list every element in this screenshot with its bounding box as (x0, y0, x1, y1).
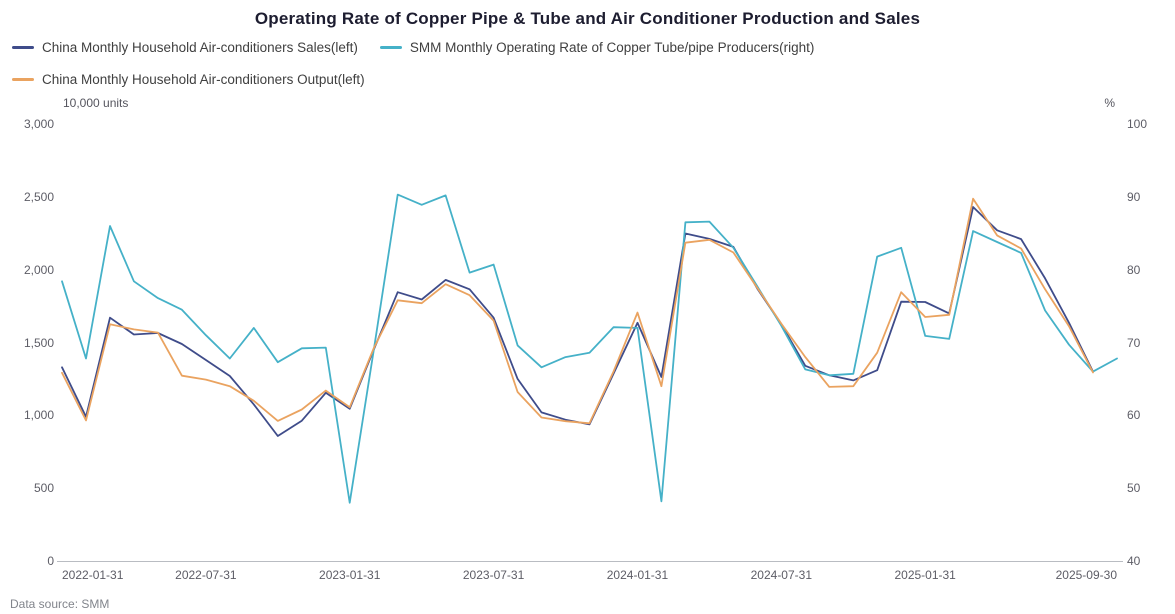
left-axis-tick: 1,000 (23, 408, 54, 423)
left-axis-tick: 0 (47, 554, 54, 568)
x-axis-line (57, 561, 1123, 562)
right-axis-tick: 60 (1127, 408, 1141, 423)
x-axis-tick: 2024-01-31 (606, 568, 669, 582)
legend-row-1: China Monthly Household Air-conditioners… (12, 40, 826, 55)
legend-item-0[interactable]: China Monthly Household Air-conditioners… (12, 40, 358, 55)
x-axis-tick: 2025-09-30 (1055, 568, 1117, 582)
right-axis-tick: 90 (1127, 189, 1141, 204)
series-line-2 (61, 197, 1094, 425)
x-axis-tick: 2022-01-31 (62, 568, 124, 582)
left-axis-tick: 1,500 (23, 335, 54, 350)
left-axis-tick: 500 (33, 481, 54, 496)
legend-row-2: China Monthly Household Air-conditioners… (12, 72, 377, 87)
legend-label: China Monthly Household Air-conditioners… (42, 40, 358, 55)
chart-title: Operating Rate of Copper Pipe & Tube and… (254, 9, 921, 28)
legend-line-swatch (12, 46, 34, 49)
right-axis-tick: 70 (1127, 335, 1141, 350)
left-axis-tick: 2,500 (23, 189, 54, 204)
legend-label: China Monthly Household Air-conditioners… (42, 72, 365, 87)
x-axis-tick: 2023-01-31 (319, 568, 381, 582)
legend-item-1[interactable]: SMM Monthly Operating Rate of Copper Tub… (379, 40, 815, 55)
legend-line-swatch (12, 78, 34, 81)
series-line-1 (61, 193, 1118, 504)
x-axis-tick: 2025-01-31 (894, 568, 956, 582)
right-axis-tick: 100 (1127, 117, 1148, 131)
x-axis-tick: 2022-07-31 (175, 568, 237, 582)
series-line-0 (61, 206, 1094, 437)
left-axis-tick: 2,000 (23, 262, 54, 277)
right-axis-tick: 50 (1127, 481, 1141, 496)
right-axis-tick: 40 (1127, 554, 1141, 568)
left-axis-unit: 10,000 units (63, 96, 129, 110)
x-axis-tick: 2023-07-31 (462, 568, 525, 582)
data-source-note: Data source: SMM (10, 597, 110, 611)
left-axis-tick: 3,000 (23, 117, 54, 131)
x-axis-tick: 2024-07-31 (750, 568, 813, 582)
right-axis-tick: 80 (1127, 262, 1141, 277)
legend-line-swatch (379, 46, 402, 49)
legend-item-2[interactable]: China Monthly Household Air-conditioners… (12, 72, 365, 87)
legend-label: SMM Monthly Operating Rate of Copper Tub… (409, 40, 815, 55)
right-axis-unit: % (1104, 96, 1115, 110)
